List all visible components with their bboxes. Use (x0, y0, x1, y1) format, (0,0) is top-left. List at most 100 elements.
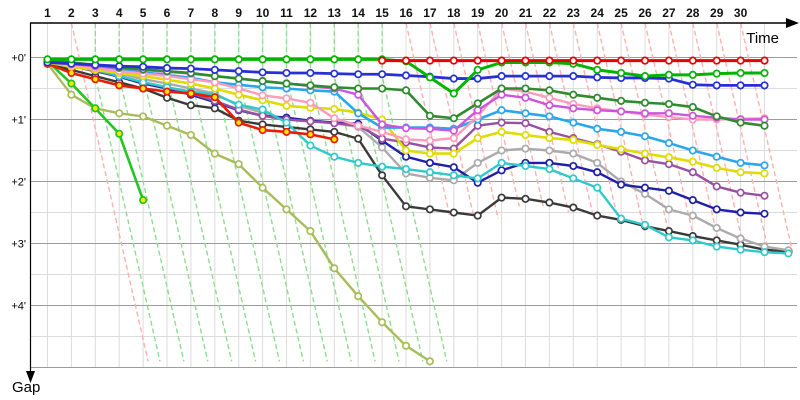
rider-gray-marker (473, 158, 482, 167)
rider-yellow-marker (473, 134, 482, 143)
rider-gray-line (47, 60, 789, 252)
time-axis-label: Time (746, 30, 779, 47)
rider-light-blue-marker (521, 109, 530, 118)
rider-black-marker (569, 203, 578, 212)
rider-black-marker (378, 171, 387, 180)
rider-gray-marker (521, 144, 530, 153)
dropout-line-pink (644, 22, 695, 241)
dropout-line-green (381, 23, 448, 362)
rider-light-blue-marker (640, 132, 650, 141)
rider-dark-green-marker (330, 83, 339, 92)
rider-purple-marker (664, 160, 673, 169)
x-tick-label: 28 (686, 6, 700, 20)
rider-blue-marker (736, 81, 745, 90)
rider-dark-green-marker (569, 90, 578, 99)
rider-green-marker (593, 65, 602, 74)
dropout-line-green (118, 23, 185, 362)
rider-cyan-marker (784, 249, 793, 258)
rider-black-marker (545, 198, 554, 207)
rider-pink-marker (234, 84, 243, 93)
rider-blue-marker (354, 70, 363, 79)
rider-red-orange-marker (210, 93, 219, 102)
rider-light-blue-marker (569, 118, 578, 127)
x-tick-label: 18 (447, 6, 461, 20)
rider-yellow-marker (521, 130, 530, 140)
rider-blue-marker (234, 67, 243, 76)
rider-dark-green-marker (712, 112, 721, 121)
rider-gray-marker (593, 158, 602, 167)
x-tick-label: 11 (280, 6, 293, 20)
x-tick-label: 8 (211, 6, 218, 20)
rider-red-orange-marker (139, 84, 148, 93)
rider-purple-marker (712, 182, 721, 191)
rider-cyan-marker (640, 220, 650, 229)
x-tick-label: 5 (140, 6, 147, 20)
rider-cyan-marker (258, 105, 267, 114)
rider-cyan-marker (569, 174, 578, 183)
rider-yellow-marker (449, 149, 458, 158)
dropout-line-pink (739, 22, 794, 253)
rider-olive-marker (139, 112, 148, 121)
rider-navy-marker (640, 183, 650, 192)
y-tick-label: +2' (11, 177, 26, 189)
rider-navy-marker (688, 196, 697, 205)
rider-light-blue-marker (545, 112, 554, 121)
rider-light-blue-marker (497, 106, 506, 115)
rider-gray-marker (497, 146, 506, 155)
rider-dark-green-marker (306, 81, 315, 90)
rider-green-marker (688, 70, 697, 79)
rider-pink-marker (354, 121, 363, 130)
gap-axis-arrow-icon (26, 371, 35, 383)
x-tick-label: 24 (591, 6, 605, 20)
rider-magenta-marker (401, 124, 411, 133)
rider-yellow-marker (736, 168, 745, 177)
rider-dark-green-marker (617, 96, 626, 105)
dropout-line-pink (500, 22, 544, 207)
rider-blue-marker (139, 62, 148, 71)
rider-cyan-marker (617, 214, 626, 223)
rider-blue-marker (545, 72, 554, 81)
x-tick-label: 9 (235, 6, 242, 20)
rider-yellow-marker (569, 135, 578, 145)
rider-red-leader-marker (545, 56, 554, 65)
rider-navy-marker (569, 161, 578, 171)
rider-pink-marker (282, 94, 291, 103)
rider-light-blue-marker (736, 158, 745, 167)
axes-layer: Time Gap (12, 18, 799, 396)
x-tick-label: 29 (710, 6, 724, 20)
rider-dark-green-marker (425, 111, 434, 120)
rider-purple-marker (378, 134, 387, 143)
rider-yellow-marker (688, 157, 697, 166)
x-tick-label: 7 (188, 6, 195, 20)
rider-red-leader-marker (473, 56, 482, 65)
rider-black-marker (521, 194, 530, 203)
rider-olive-marker (115, 109, 124, 118)
rider-green-marker (282, 55, 291, 64)
rider-olive-marker (210, 149, 219, 158)
rider-dark-green-marker (521, 84, 530, 93)
rider-green-marker (664, 70, 673, 79)
rider-black-marker (425, 205, 434, 214)
rider-green-marker (640, 72, 650, 81)
rider-yellow-marker (545, 134, 554, 143)
rider-light-blue-marker (593, 124, 602, 133)
rider-dark-green-marker (473, 99, 482, 108)
rider-olive-marker (354, 292, 363, 301)
dropout-line-green (214, 23, 281, 362)
rider-red-orange-marker (186, 89, 195, 98)
rider-yellow-marker (712, 163, 721, 172)
rider-red-leader-marker (664, 56, 673, 65)
rider-magenta-marker (593, 106, 602, 115)
dropout-line-green (237, 23, 305, 362)
rider-cyan-marker (378, 162, 387, 171)
x-tick-label: 30 (734, 6, 748, 20)
y-tick-label: +3' (11, 239, 26, 251)
dropout-line-pink (405, 22, 451, 216)
rider-green-marker (258, 55, 267, 64)
rider-blue-marker (378, 70, 387, 79)
rider-gray-marker (569, 149, 578, 158)
rider-green-marker (354, 55, 363, 64)
rider-cyan-marker (330, 152, 339, 161)
rider-navy-marker (449, 163, 458, 172)
